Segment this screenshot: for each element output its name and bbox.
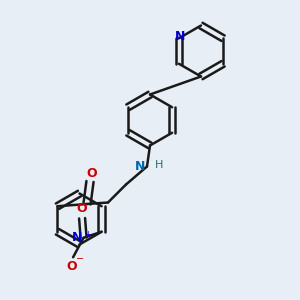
Text: N: N (175, 30, 186, 43)
Text: N: N (72, 231, 82, 244)
Text: O: O (66, 260, 77, 273)
Text: H: H (154, 160, 163, 170)
Text: +: + (84, 230, 91, 239)
Text: −: − (76, 254, 84, 264)
Text: O: O (77, 202, 87, 215)
Text: O: O (86, 167, 97, 180)
Text: N: N (135, 160, 146, 173)
